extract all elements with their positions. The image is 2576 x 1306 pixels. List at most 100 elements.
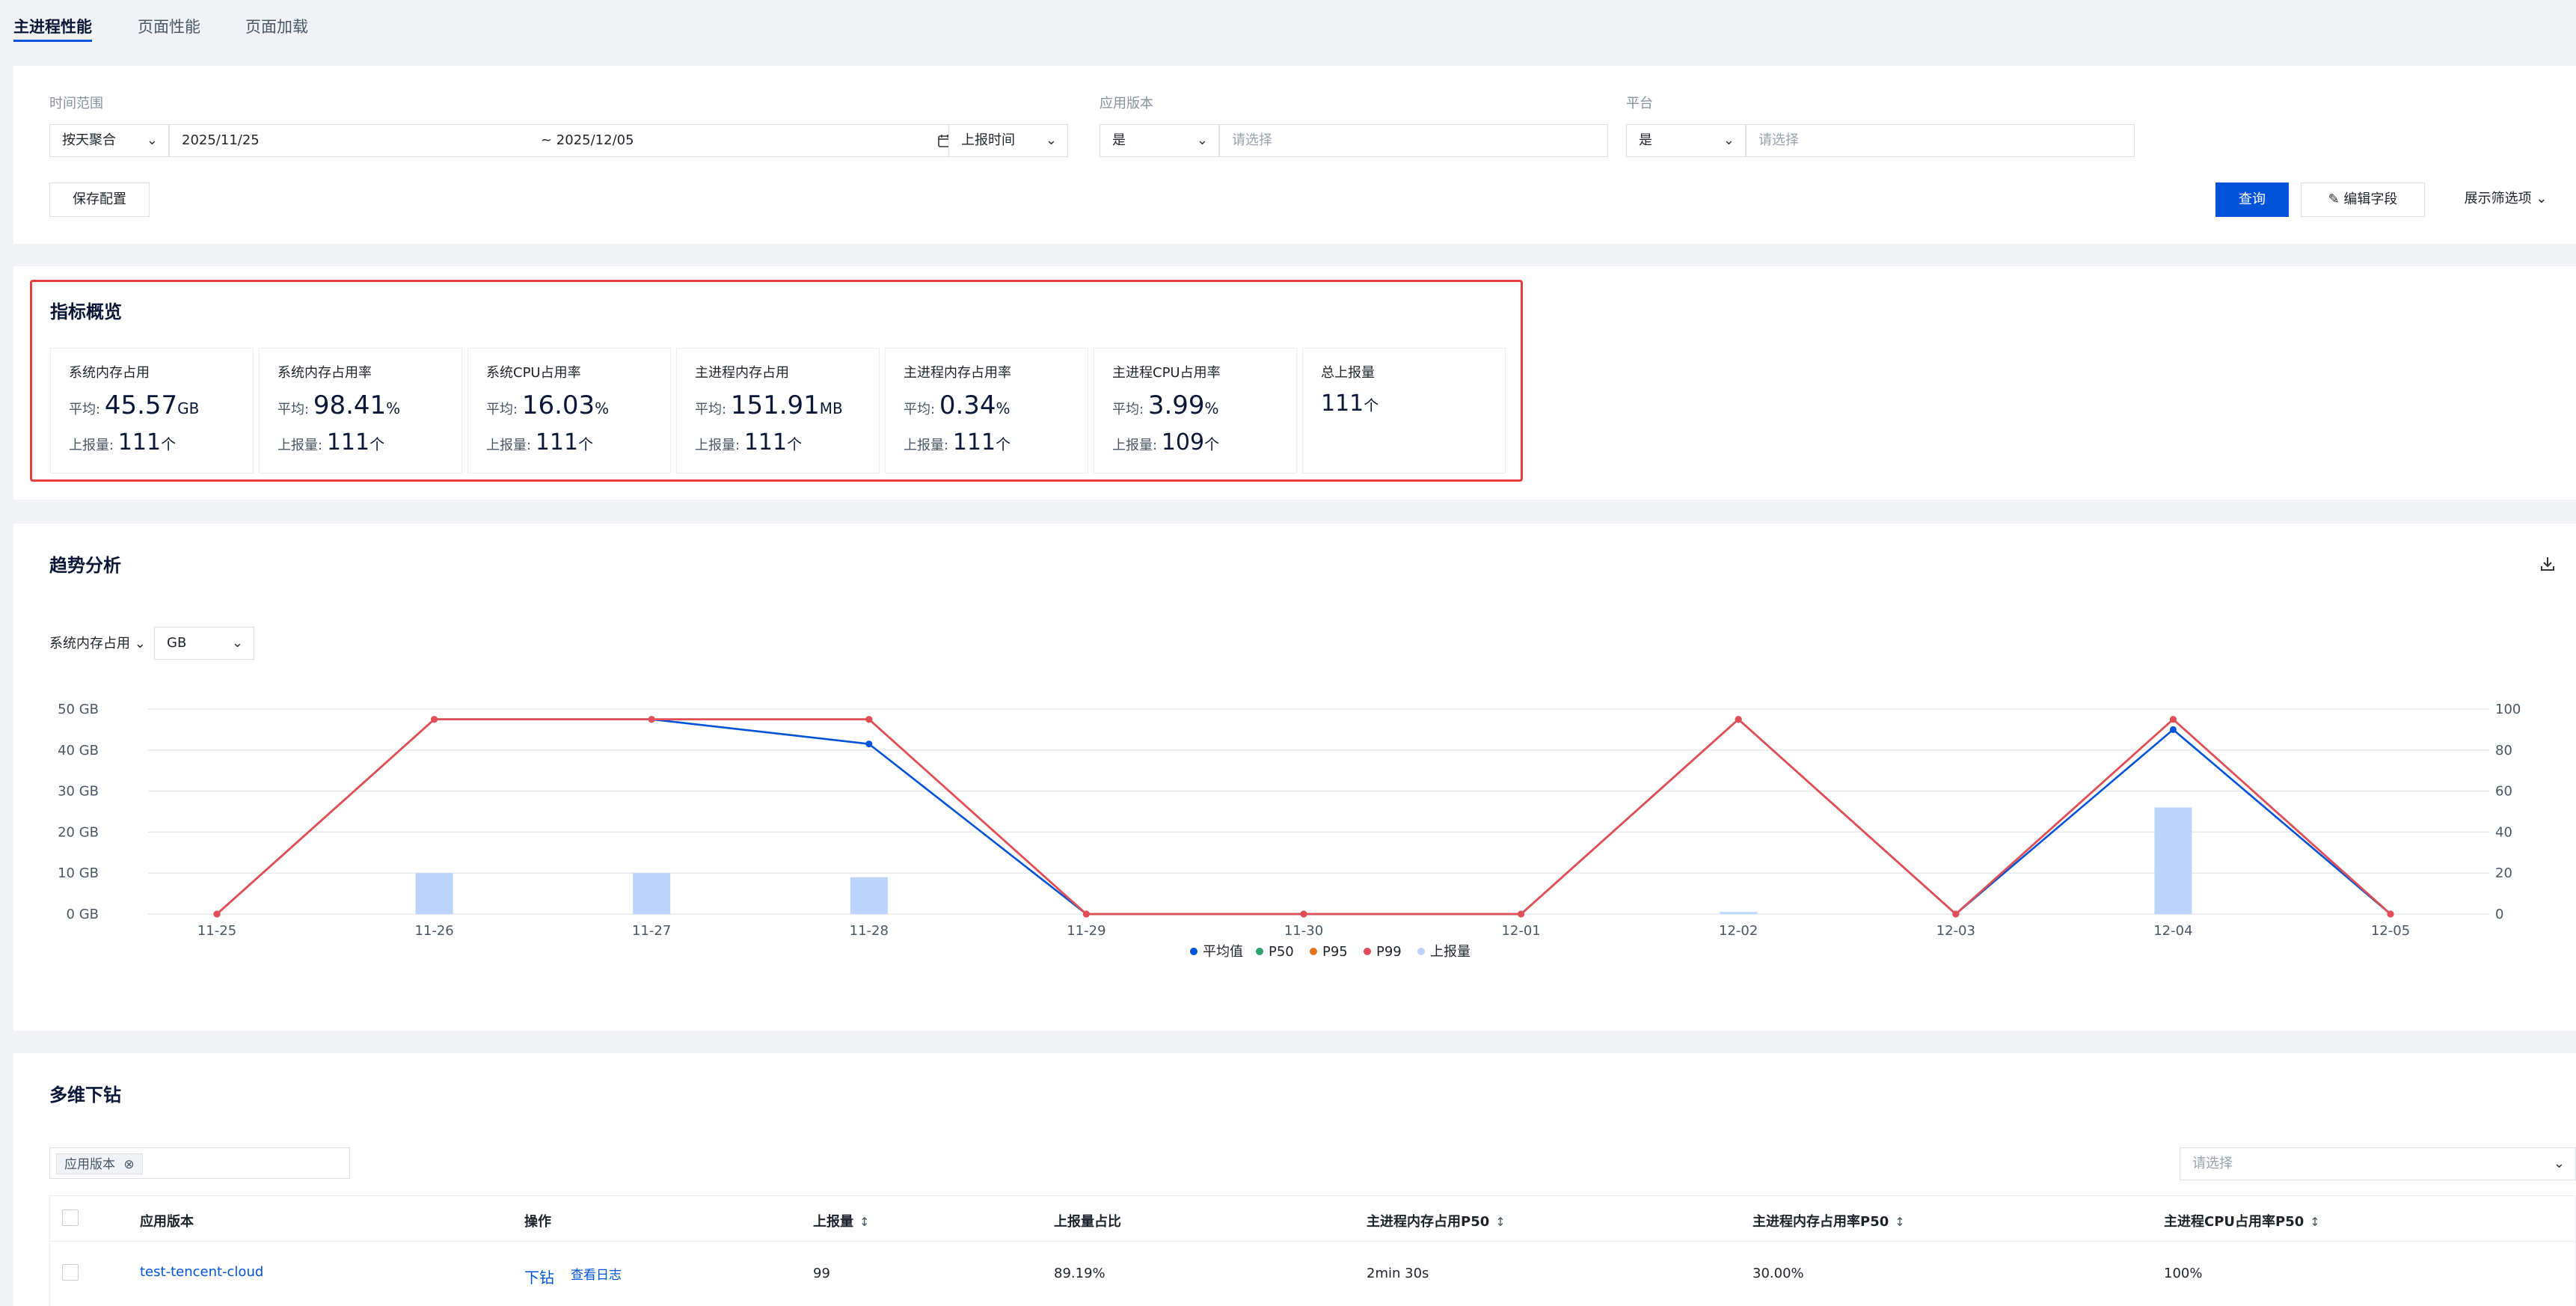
count-label: 上报量: [486, 438, 532, 453]
drilldown-select[interactable]: 请选择 ⌄ [2180, 1147, 2576, 1180]
x-tick-label: 12-01 [1501, 923, 1540, 939]
metric-count: 上报量: 111个 [486, 429, 593, 456]
metric-avg: 平均: 3.99% [1112, 390, 1219, 420]
metric-title: 总上报量 [1321, 365, 1375, 381]
series-point [431, 716, 438, 723]
series-point [648, 716, 655, 723]
avg-unit: % [1204, 399, 1219, 417]
y-right-tick-label: 20 [2495, 865, 2512, 881]
y-right-tick-label: 80 [2495, 743, 2512, 758]
close-circle-icon[interactable]: ⊗ [123, 1157, 135, 1172]
count-unit: 个 [1204, 435, 1220, 453]
y-left-tick-label: 50 GB [58, 702, 99, 717]
sort-icon[interactable]: ↕ [1495, 1215, 1506, 1229]
legend-swatch [1310, 948, 1317, 955]
avg-label: 平均: [486, 402, 518, 417]
x-tick-label: 12-05 [2371, 923, 2410, 939]
total-count: 111个 [1321, 390, 1379, 417]
sort-icon[interactable]: ↕ [859, 1215, 870, 1229]
col-mem-p50[interactable]: 主进程内存占用P50 ↕ [1367, 1211, 1506, 1230]
col-mem-rate-p50-label: 主进程内存占用率P50 [1752, 1214, 1889, 1230]
drilldown-title: 多维下钻 [49, 1085, 121, 1106]
time-range-label: 时间范围 [49, 96, 103, 111]
y-left-tick-label: 40 GB [58, 743, 99, 758]
metric-card: 系统内存占用 平均: 45.57GB 上报量: 111个 [50, 348, 254, 473]
metric-select[interactable]: 系统内存占用 ⌄ [49, 633, 146, 652]
avg-value: 151.91 [730, 390, 820, 420]
row-mem-rate-p50: 30.00% [1752, 1266, 1804, 1281]
count-value: 111 [743, 429, 788, 456]
series-point [213, 910, 221, 918]
chevron-down-icon: ⌄ [231, 635, 243, 651]
legend-swatch [1364, 948, 1371, 955]
platform-operator[interactable]: 是 ⌄ [1626, 124, 1746, 157]
series-point [865, 716, 873, 723]
platform-label: 平台 [1626, 96, 1653, 111]
avg-unit: MB [819, 399, 843, 417]
metric-card: 主进程内存占用 平均: 151.91MB 上报量: 111个 [676, 348, 880, 473]
sort-icon[interactable]: ↕ [2310, 1215, 2320, 1229]
count-label: 上报量: [277, 438, 323, 453]
legend-swatch [1417, 948, 1425, 955]
series-point [2387, 910, 2394, 918]
app-version-operator[interactable]: 是 ⌄ [1100, 124, 1219, 157]
count-label: 上报量: [1112, 438, 1158, 453]
platform-input[interactable]: 请选择 [1746, 124, 2135, 157]
table-row: test-tencent-cloud 下钻 查看日志 99 89.19% 2mi… [49, 1242, 2576, 1306]
row-checkbox[interactable] [62, 1264, 79, 1281]
unit-select[interactable]: GB ⌄ [154, 627, 254, 660]
show-filters-label: 展示筛选项 [2464, 191, 2532, 206]
table-header: 应用版本 操作 上报量 ↕ 上报量占比 主进程内存占用P50 ↕ 主进程内存占用率P… [49, 1195, 2576, 1242]
metric-avg: 平均: 16.03% [486, 390, 609, 420]
legend-swatch [1190, 948, 1197, 955]
avg-label: 平均: [1112, 402, 1144, 417]
count-value: 111 [535, 429, 579, 456]
col-cpu-p50[interactable]: 主进程CPU占用率P50 ↕ [2164, 1211, 2320, 1230]
tab-main-process[interactable]: 主进程性能 [13, 15, 92, 42]
drilldown-select-placeholder: 请选择 [2192, 1156, 2233, 1171]
query-button[interactable]: 查询 [2215, 183, 2289, 217]
aggregation-select[interactable]: 按天聚合 ⌄ [49, 124, 169, 157]
series-point [865, 741, 873, 748]
tab-page-load[interactable]: 页面加载 [245, 18, 308, 36]
drill-down-link[interactable]: 下钻 [524, 1269, 554, 1287]
y-left-tick-label: 20 GB [58, 824, 99, 840]
col-count-ratio: 上报量占比 [1054, 1214, 1121, 1230]
time-type-select[interactable]: 上报时间 ⌄ [948, 124, 1068, 157]
save-config-button[interactable]: 保存配置 [49, 183, 150, 217]
platform-placeholder: 请选择 [1758, 132, 1799, 148]
col-mem-p50-label: 主进程内存占用P50 [1367, 1214, 1490, 1230]
avg-unit: % [595, 399, 610, 417]
y-left-tick-label: 10 GB [58, 865, 99, 881]
edit-fields-button[interactable]: ✎ 编辑字段 [2301, 183, 2425, 217]
x-tick-label: 11-25 [197, 923, 236, 939]
date-range-picker[interactable]: 2025/11/25 ~ 2025/12/05 [169, 124, 963, 157]
chevron-down-icon: ⌄ [146, 132, 158, 148]
row-version-link[interactable]: test-tencent-cloud [140, 1264, 264, 1280]
count-value: 111 [952, 429, 996, 456]
metric-count: 上报量: 111个 [69, 429, 176, 456]
dimension-tag: 应用版本 ⊗ [56, 1153, 143, 1174]
chevron-down-icon: ⌄ [1723, 132, 1735, 148]
show-filters-toggle[interactable]: 展示筛选项 ⌄ [2453, 183, 2558, 217]
app-version-input[interactable]: 请选择 [1219, 124, 1608, 157]
legend-label: P50 [1269, 944, 1294, 960]
avg-unit: % [996, 399, 1011, 417]
download-icon[interactable] [2539, 555, 2557, 577]
x-tick-label: 12-03 [1936, 923, 1975, 939]
metric-count: 上报量: 111个 [904, 429, 1011, 456]
y-right-tick-label: 60 [2495, 784, 2512, 800]
dimension-tag-input[interactable]: 应用版本 ⊗ [49, 1147, 350, 1179]
app-version-placeholder: 请选择 [1232, 132, 1272, 148]
avg-label: 平均: [277, 402, 310, 417]
x-tick-label: 12-04 [2153, 923, 2192, 939]
sort-icon[interactable]: ↕ [1895, 1215, 1905, 1229]
col-mem-rate-p50[interactable]: 主进程内存占用率P50 ↕ [1752, 1211, 1905, 1230]
x-tick-label: 11-28 [850, 923, 889, 939]
select-all-checkbox[interactable] [62, 1210, 79, 1226]
view-log-link[interactable]: 查看日志 [571, 1268, 622, 1283]
col-count[interactable]: 上报量 ↕ [813, 1211, 869, 1230]
drilldown-card: 多维下钻 应用版本 ⊗ 请选择 ⌄ 应用版本 操作 上报量 ↕ 上报量占比 主进程… [13, 1053, 2576, 1306]
tab-page-performance[interactable]: 页面性能 [138, 18, 200, 36]
chevron-down-icon: ⌄ [1045, 132, 1057, 148]
